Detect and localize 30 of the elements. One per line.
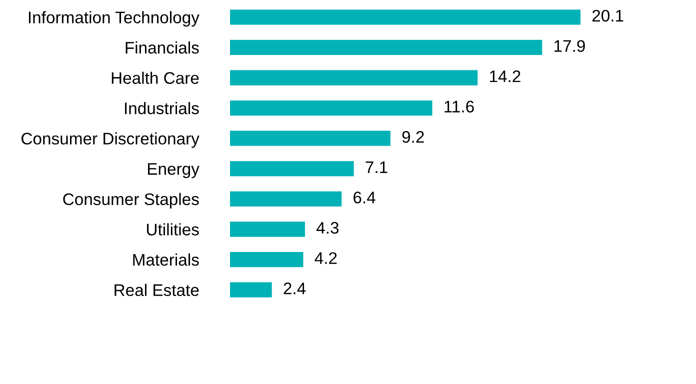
bar	[230, 70, 478, 86]
y-tick-label: Financials	[126, 41, 199, 54]
data-label: 2.4	[284, 282, 306, 294]
bar	[230, 161, 354, 176]
y-tick-label: Energy	[148, 163, 200, 178]
bar	[230, 222, 305, 237]
y-tick-label: Health Care	[112, 72, 199, 84]
y-tick-label: Real Estate	[114, 284, 199, 296]
y-tick-label: Utilities	[147, 223, 199, 236]
bar	[230, 130, 390, 146]
bar	[230, 282, 272, 298]
y-tick-label: Information Technology	[28, 11, 200, 27]
data-label: 11.6	[444, 100, 474, 113]
data-label: 9.2	[402, 131, 424, 143]
data-label: 17.9	[554, 40, 585, 52]
bar	[230, 100, 432, 116]
bar	[230, 10, 580, 25]
data-label: 4.2	[314, 252, 337, 264]
bar	[230, 40, 542, 56]
data-label: 14.2	[490, 70, 520, 82]
bar	[230, 252, 304, 268]
y-tick-label: Industrials	[125, 102, 199, 114]
y-tick-label: Consumer Discretionary	[22, 132, 200, 148]
data-label: 7.1	[366, 161, 388, 173]
bar	[230, 191, 342, 207]
data-label: 6.4	[354, 192, 376, 204]
y-tick-label: Materials	[133, 254, 199, 266]
data-label: 4.3	[316, 222, 339, 234]
data-label: 20.1	[592, 10, 624, 22]
y-tick-label: Consumer Staples	[63, 192, 199, 208]
